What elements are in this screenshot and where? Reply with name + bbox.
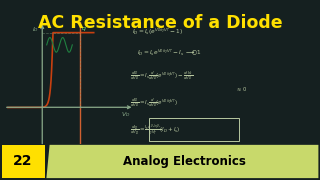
Text: $\frac{dI_D}{dV_D} = I_s\frac{d}{dV_D}\!\left(e^{V_D/\eta V_T}\right) - \frac{d(: $\frac{dI_D}{dV_D} = I_s\frac{d}{dV_D}\!… bbox=[130, 70, 193, 83]
Text: $V_D$: $V_D$ bbox=[121, 110, 131, 119]
Text: AC Resistance of a Diode: AC Resistance of a Diode bbox=[38, 14, 282, 32]
Text: 22: 22 bbox=[13, 154, 33, 168]
Text: $\frac{dI_D}{dV_D} = \frac{I_s\,e^{V_D/\eta V_T}}{\eta V_T}\!\left(I_D+I_s\right: $\frac{dI_D}{dV_D} = \frac{I_s\,e^{V_D/\… bbox=[130, 122, 180, 138]
Text: $I_D = I_s\left(e^{V_D/\eta V_T} - 1\right)$: $I_D = I_s\left(e^{V_D/\eta V_T} - 1\rig… bbox=[132, 27, 183, 37]
Text: Analog Electronics: Analog Electronics bbox=[123, 155, 245, 168]
Polygon shape bbox=[46, 145, 318, 178]
Text: $\approx 0$: $\approx 0$ bbox=[236, 85, 247, 93]
Polygon shape bbox=[2, 145, 45, 178]
Text: $I_D = I_s e^{V_D/\eta V_T} - I_s \;\longrightarrow\!\!\!\!\bigcirc\!\!1$: $I_D = I_s e^{V_D/\eta V_T} - I_s \;\lon… bbox=[138, 48, 202, 58]
Text: $q$: $q$ bbox=[81, 25, 87, 33]
Text: $\frac{dI_D}{dV_D} = I_s\frac{d}{dV_D}\!\left(e^{V_D/\eta V_T}\right)$: $\frac{dI_D}{dV_D} = I_s\frac{d}{dV_D}\!… bbox=[130, 96, 178, 109]
Text: $I_D$: $I_D$ bbox=[32, 25, 39, 34]
